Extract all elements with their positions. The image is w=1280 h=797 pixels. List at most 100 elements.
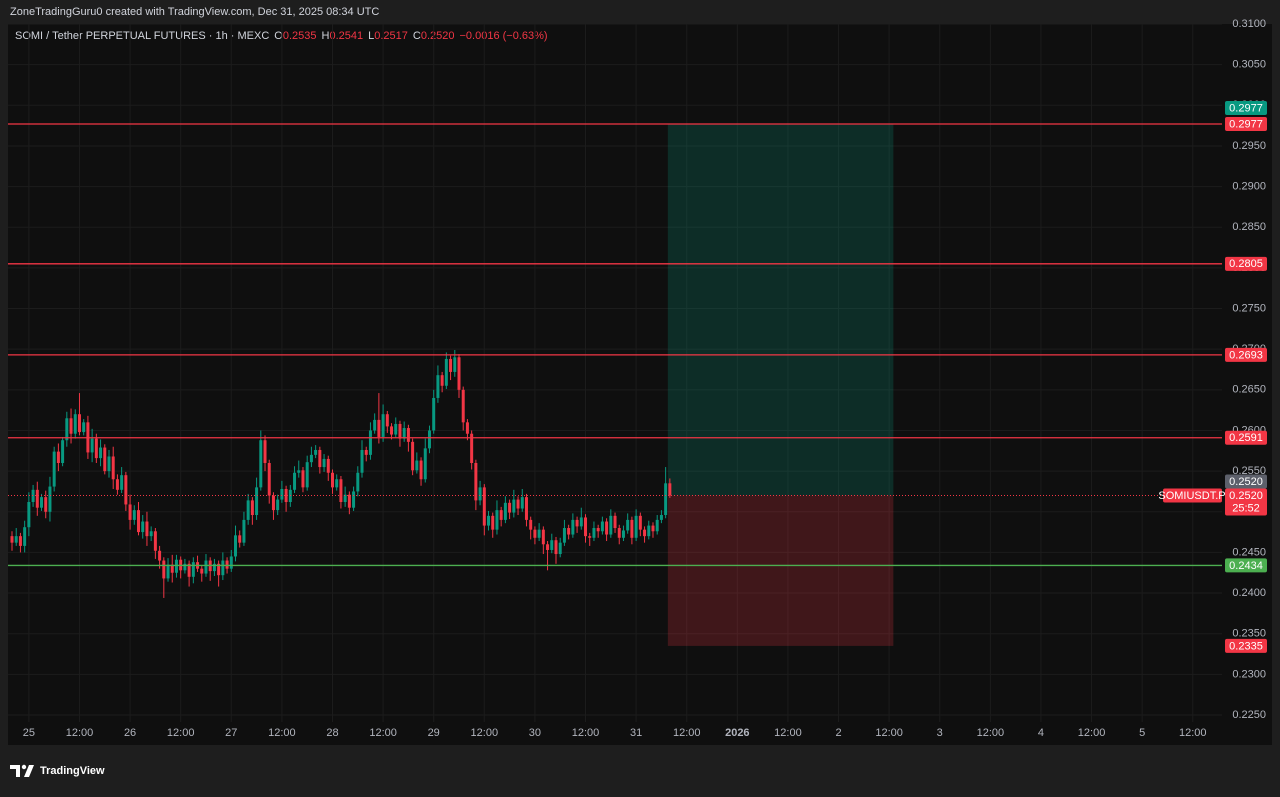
logo-mark (10, 765, 20, 777)
candle-body (124, 475, 128, 505)
candle-body (103, 447, 107, 472)
candle-body (61, 440, 65, 463)
x-tick-label: 12:00 (369, 727, 397, 739)
candle-body (271, 495, 275, 511)
candle-body (99, 447, 103, 459)
candle-body (204, 560, 208, 574)
candle-body (326, 458, 330, 473)
level-label: 0.2434 (1229, 560, 1263, 572)
level-label: 0.2591 (1229, 432, 1263, 444)
candle-body (343, 494, 347, 503)
candle-body (533, 529, 537, 538)
candle-body (495, 510, 499, 530)
candle-body (276, 499, 280, 511)
candle-body (406, 428, 410, 442)
legend-text: SOMI / Tether PERPETUAL FUTURES · 1h · M… (15, 30, 548, 42)
candle-body (634, 515, 638, 538)
candle-body (48, 486, 52, 512)
y-tick-label: 0.2950 (1232, 140, 1266, 152)
candle-body (35, 489, 39, 508)
candle-body (449, 358, 453, 372)
candle-body (617, 528, 621, 538)
candle-body (322, 458, 326, 468)
candle-body (571, 519, 575, 535)
candle-body (23, 527, 27, 546)
candle-body (174, 559, 178, 573)
candle-body (579, 517, 583, 527)
entry-label-bg (1225, 474, 1267, 489)
y-tick-label: 0.2650 (1232, 384, 1266, 396)
level-label-bg (1225, 116, 1267, 131)
legend-field-label: C (413, 30, 421, 42)
candle-body (558, 542, 562, 555)
candle-body (141, 521, 145, 533)
candle-body (524, 497, 528, 520)
candle-body (107, 456, 111, 472)
candle-body (621, 530, 625, 538)
brand: TradingView (40, 765, 105, 777)
x-tick-label: 26 (124, 727, 136, 739)
plot-area (8, 24, 1222, 722)
candle-body (18, 536, 22, 546)
candle-body (520, 497, 524, 509)
last-price-bg (1225, 488, 1267, 516)
x-tick-label: 28 (326, 727, 338, 739)
profit-zone (667, 123, 894, 496)
y-tick-label: 0.2300 (1232, 668, 1266, 680)
x-tick-label: 12:00 (572, 727, 600, 739)
candle-body (330, 472, 334, 488)
candle-body (478, 487, 482, 501)
candle-body (609, 515, 613, 535)
x-tick-label: 12:00 (1179, 727, 1207, 739)
candle-body (613, 515, 617, 529)
legend-field-label: O (274, 30, 283, 42)
candle-body (575, 519, 579, 527)
candle-body (482, 487, 486, 526)
candle-body (596, 528, 600, 532)
candle-body (158, 550, 162, 561)
candle-body (444, 358, 448, 386)
legend-field-value: 0.2541 (329, 30, 363, 42)
candle-body (470, 433, 474, 463)
x-tick-label: 12:00 (774, 727, 802, 739)
candle-body (250, 500, 254, 516)
candle-body (56, 451, 60, 463)
x-tick-label: 12:00 (1078, 727, 1106, 739)
candle-body (651, 525, 655, 532)
candle-body (137, 510, 141, 533)
entry-label: 0.2520 (1229, 476, 1263, 488)
candle-body (373, 419, 377, 431)
candle-body (567, 528, 571, 535)
candle-body (280, 489, 284, 500)
legend-field-label: H (322, 30, 330, 42)
candle-body (305, 462, 309, 488)
candle-body (128, 504, 132, 520)
brand-logo: TradingView (10, 764, 105, 777)
candle-body (238, 535, 242, 543)
candle-body (69, 418, 73, 434)
x-tick-label: 12:00 (673, 727, 701, 739)
x-tick-label: 12:00 (268, 727, 296, 739)
candle-body (234, 535, 238, 557)
legend-field-value: 0.2520 (421, 30, 455, 42)
loss-zone (667, 495, 894, 646)
candle-body (27, 502, 31, 528)
candle-body (487, 515, 491, 526)
candle-body (314, 449, 318, 455)
candle-body (664, 483, 668, 516)
candle-body (356, 472, 360, 492)
candle-body (419, 460, 423, 480)
candle-body (217, 563, 221, 576)
candle-body (516, 499, 520, 509)
candle-body (643, 529, 647, 537)
candle-body (554, 540, 558, 555)
candle-body (242, 519, 246, 543)
candle-body (297, 470, 301, 473)
y-tick-label: 0.2450 (1232, 546, 1266, 558)
candle-body (427, 430, 431, 449)
x-tick-label: 2 (835, 727, 841, 739)
x-tick-label: 12:00 (977, 727, 1005, 739)
legend-field-value: 0.2517 (374, 30, 408, 42)
candle-body (512, 499, 516, 513)
